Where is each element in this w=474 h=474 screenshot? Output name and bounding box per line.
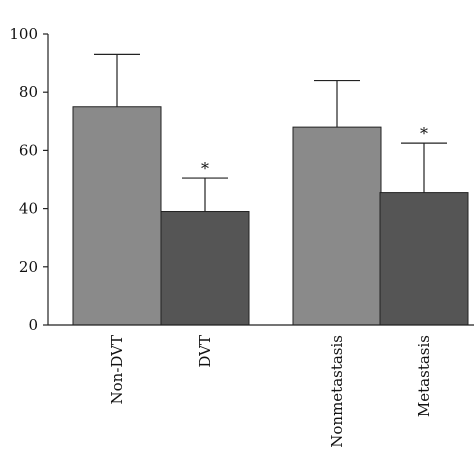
x-tick-label: Metastasis [415,335,433,417]
significance-marker: * [420,124,428,143]
y-ticks-group: 0 20 40 60 80 100 [9,25,48,334]
y-tick-label: 80 [19,83,38,101]
x-tick-label: DVT [196,335,214,368]
bar-metastasis [379,192,469,326]
y-tick-label: 0 [28,316,38,334]
error-bars-group [94,53,447,212]
bars-group [72,106,469,326]
bar-nonmetastasis [292,126,382,326]
y-tick-label: 20 [19,258,38,276]
bar-dvt [160,211,250,326]
y-tick-label: 40 [19,200,38,218]
x-tick-label: Nonmetastasis [328,335,346,448]
y-tick-label: 60 [19,141,38,159]
axes-group [47,34,474,326]
x-labels-group: Non-DVT DVT Nonmetastasis Metastasis [108,335,433,448]
significance-group: ** [201,124,428,178]
y-tick-label: 100 [9,25,38,43]
significance-marker: * [201,159,209,178]
x-tick-label: Non-DVT [108,335,126,405]
bar-non-dvt [72,106,162,326]
